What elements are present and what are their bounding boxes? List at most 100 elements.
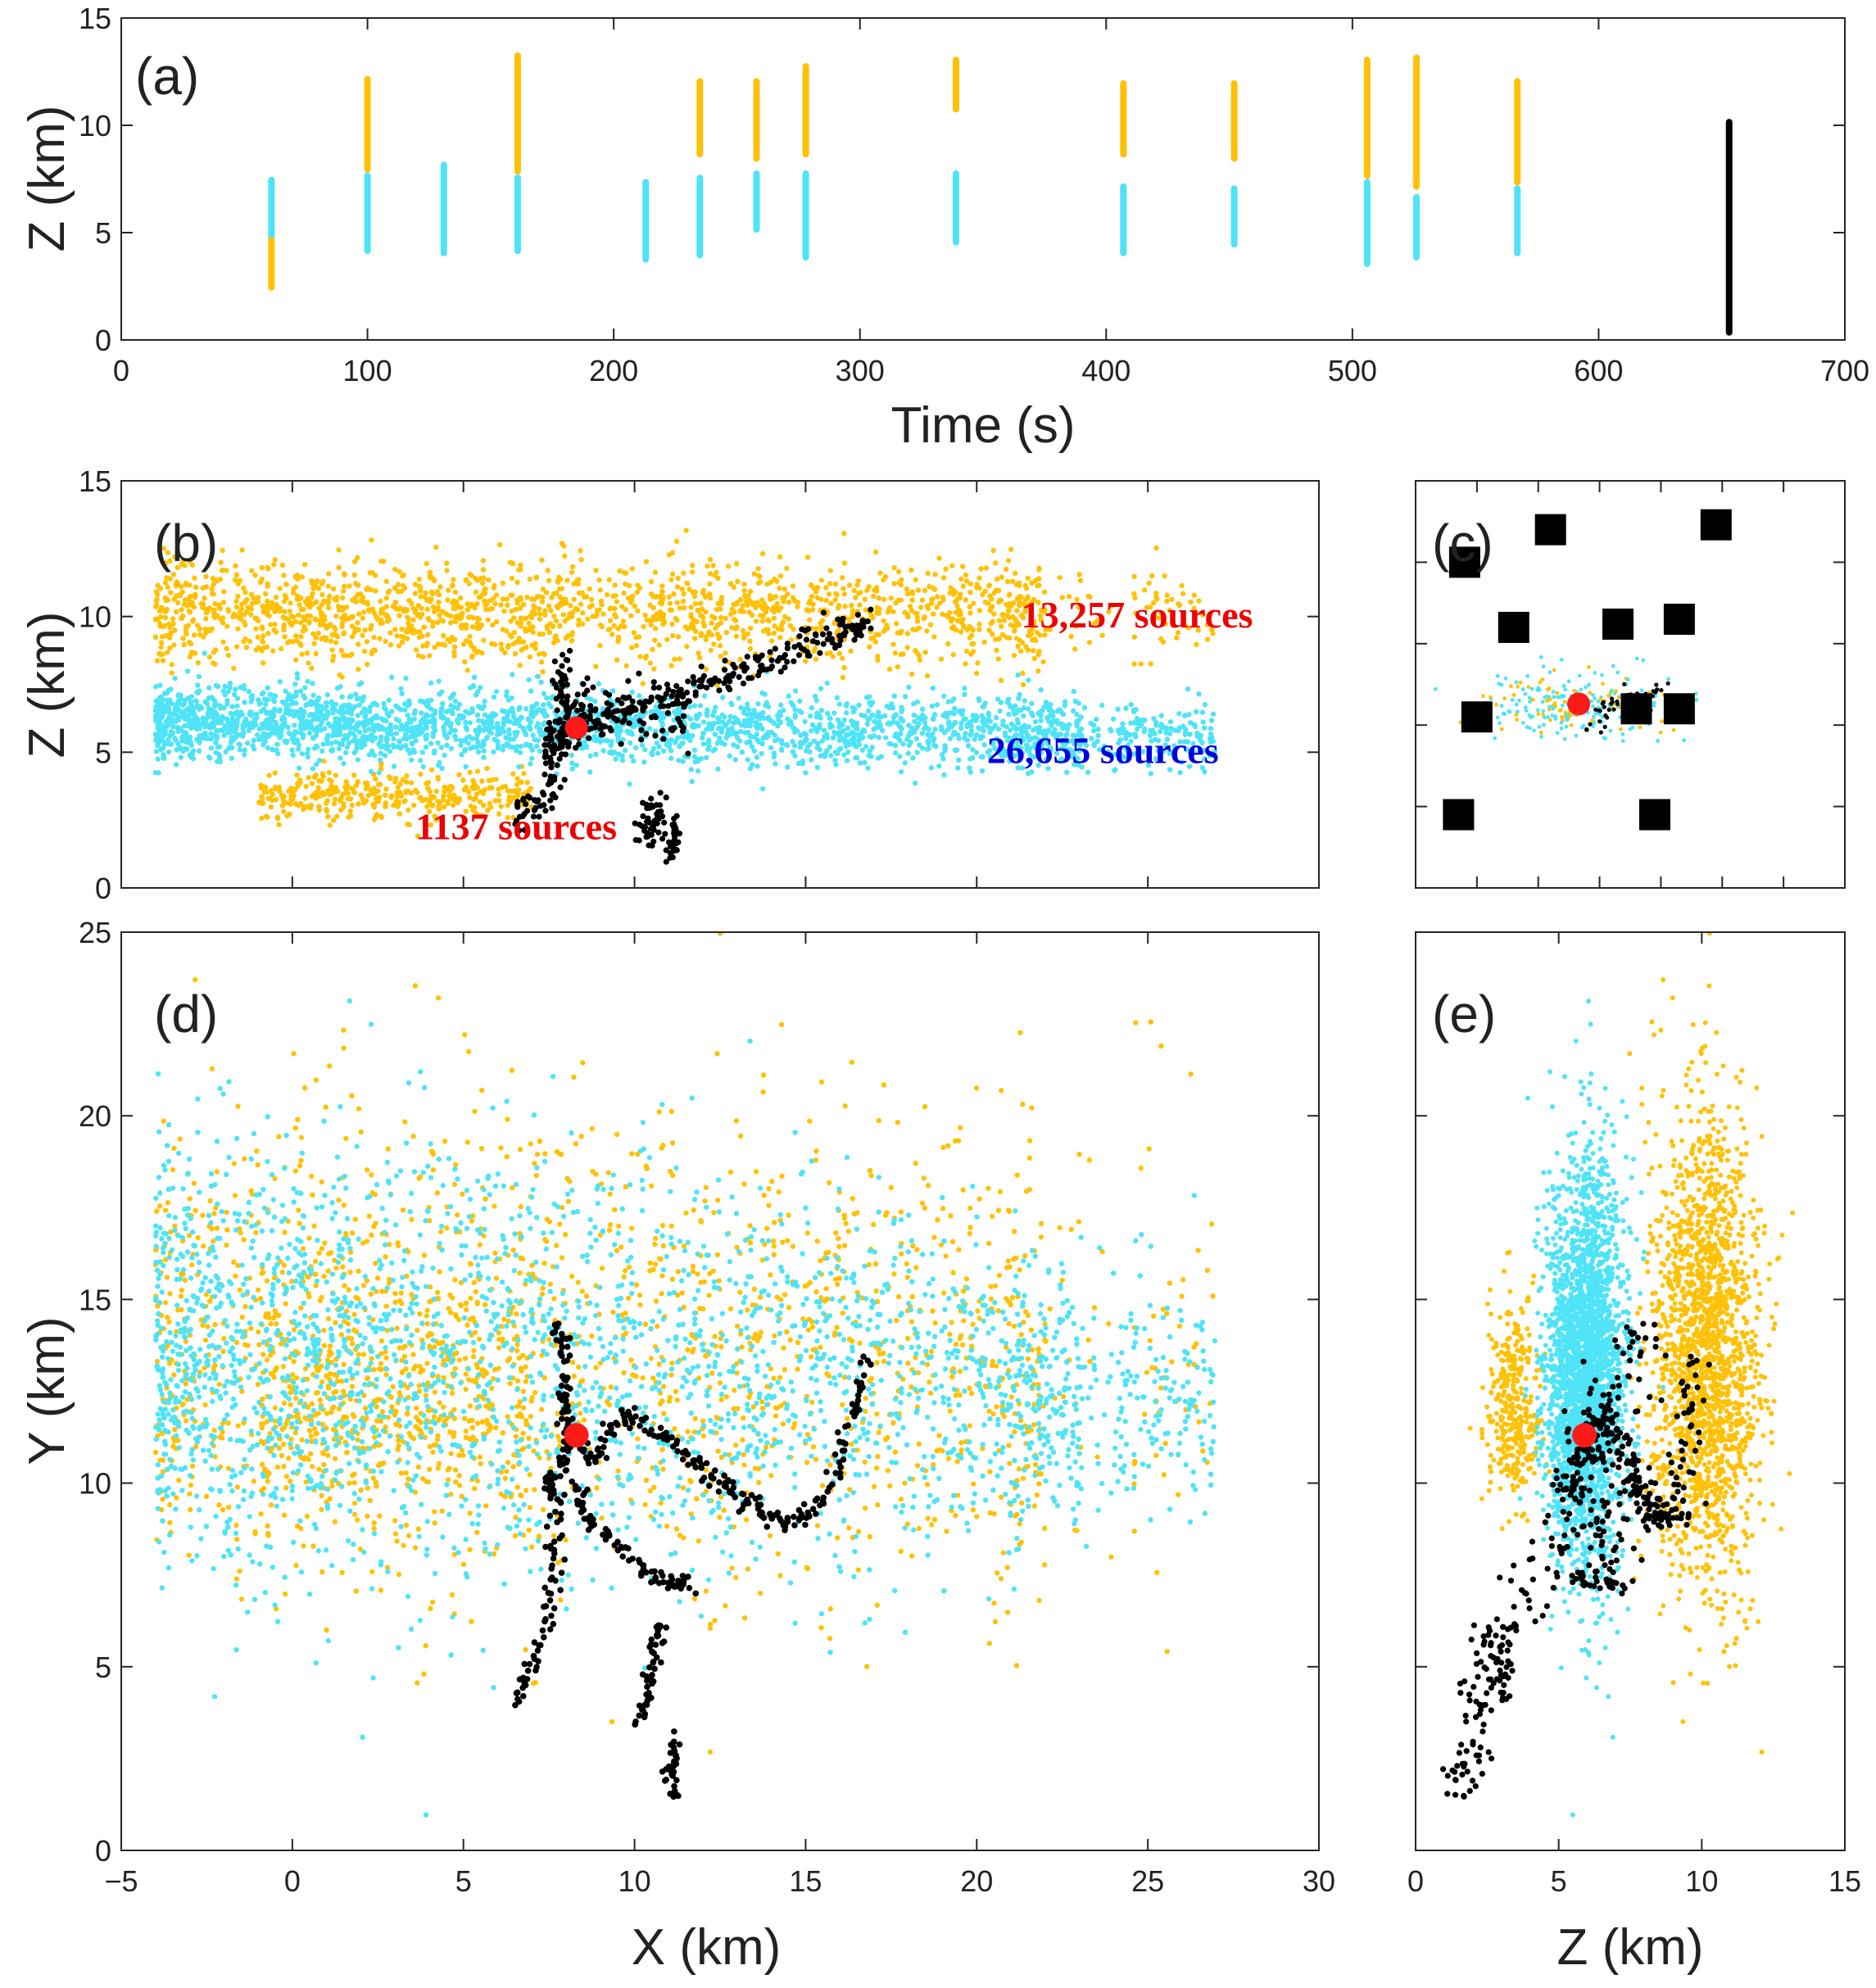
cyan-source-point: [261, 742, 265, 747]
cyan-source-point: [314, 744, 319, 749]
cyan-source-column: [514, 174, 521, 254]
cyan-source-point: [936, 763, 941, 768]
cyan-source-point: [409, 727, 414, 732]
orange-source-point: [437, 584, 442, 589]
orange-source-point: [237, 610, 242, 615]
orange-source-point: [348, 796, 353, 801]
cyan-source-point: [754, 720, 759, 725]
cyan-source-point: [338, 725, 342, 730]
cyan-source-point: [366, 736, 371, 741]
orange-source-point: [881, 597, 886, 602]
orange-source-point: [388, 795, 393, 799]
cyan-source-point: [1006, 712, 1011, 717]
cyan-source-point: [357, 730, 362, 735]
orange-source-point: [1040, 659, 1045, 664]
orange-source-point: [196, 660, 201, 665]
cyan-source-point: [1000, 718, 1005, 723]
cyan-source-point: [865, 722, 870, 727]
cyan-source-point: [818, 686, 823, 691]
orange-source-point: [690, 563, 695, 568]
cyan-source-point: [946, 719, 951, 724]
black-source-point: [564, 693, 570, 699]
orange-source-point: [349, 786, 354, 790]
cyan-source-point: [759, 741, 764, 746]
black-source-point: [567, 648, 573, 654]
orange-source-point: [356, 627, 360, 632]
orange-source-point: [263, 591, 268, 596]
cyan-source-point: [720, 695, 725, 700]
cyan-source-point: [1082, 705, 1087, 710]
cyan-source-point: [786, 693, 791, 698]
cyan-source-point: [439, 714, 444, 719]
cyan-source-point: [490, 711, 495, 716]
orange-source-point: [867, 645, 872, 650]
orange-source-point: [766, 618, 771, 623]
orange-source-point: [297, 777, 302, 782]
orange-source-point: [169, 662, 174, 667]
cyan-source-point: [841, 728, 846, 733]
orange-source-point: [1025, 576, 1030, 581]
orange-source-point: [999, 624, 1004, 629]
cyan-source-point: [569, 766, 574, 771]
black-source-point: [542, 751, 548, 757]
orange-source-point: [956, 612, 961, 617]
cyan-source-point: [1139, 722, 1144, 727]
cyan-source-point: [359, 681, 364, 686]
orange-source-point: [1007, 591, 1012, 596]
orange-source-point: [467, 770, 472, 775]
orange-source-point: [497, 542, 502, 547]
cyan-source-point: [841, 718, 846, 722]
orange-source-point: [848, 649, 853, 654]
orange-source-point: [210, 626, 215, 631]
orange-source-point: [964, 649, 969, 654]
cyan-source-point: [268, 710, 273, 715]
orange-source-point: [404, 609, 409, 614]
cyan-source-point: [184, 732, 188, 737]
orange-source-point: [1013, 571, 1017, 576]
cyan-source-point: [347, 722, 352, 727]
orange-source-point: [729, 625, 734, 630]
cyan-source-point: [637, 693, 641, 698]
cyan-source-point: [1015, 718, 1020, 722]
orange-source-point: [510, 592, 514, 597]
cyan-source-point: [742, 718, 747, 723]
cyan-source-point: [620, 758, 625, 763]
orange-source-point: [876, 595, 881, 600]
orange-source-point: [399, 589, 404, 594]
orange-source-point: [908, 604, 913, 609]
orange-source-point: [165, 585, 170, 590]
orange-source-point: [982, 640, 987, 645]
orange-source-point: [623, 607, 628, 612]
cyan-source-point: [1004, 724, 1008, 729]
orange-source-point: [469, 654, 474, 659]
orange-source-point: [909, 568, 913, 573]
orange-source-point: [460, 610, 464, 615]
orange-source-point: [572, 596, 577, 601]
cyan-source-point: [706, 744, 711, 749]
cyan-source-point: [176, 692, 181, 697]
orange-source-point: [260, 638, 265, 643]
cyan-source-point: [172, 676, 177, 681]
orange-source-point: [975, 660, 980, 665]
cyan-source-point: [314, 703, 319, 708]
orange-source-point: [397, 605, 402, 610]
orange-source-point: [1076, 572, 1081, 577]
cyan-source-point: [762, 691, 767, 696]
cyan-source-point: [898, 731, 903, 736]
orange-source-point: [827, 581, 832, 586]
orange-source-point: [758, 613, 763, 618]
cyan-source-point: [1149, 771, 1153, 776]
orange-source-point: [494, 592, 499, 597]
cyan-source-point: [492, 695, 496, 700]
orange-source-point: [769, 607, 774, 612]
orange-source-point: [782, 586, 787, 591]
orange-source-point: [180, 590, 185, 595]
orange-source-point: [211, 610, 216, 615]
orange-source-point: [685, 581, 690, 586]
cyan-source-point: [836, 701, 841, 706]
orange-source-point: [170, 616, 175, 621]
orange-source-point: [406, 822, 411, 827]
cyan-source-point: [865, 766, 870, 771]
orange-source-point: [894, 621, 899, 626]
cyan-source-point: [956, 758, 961, 763]
